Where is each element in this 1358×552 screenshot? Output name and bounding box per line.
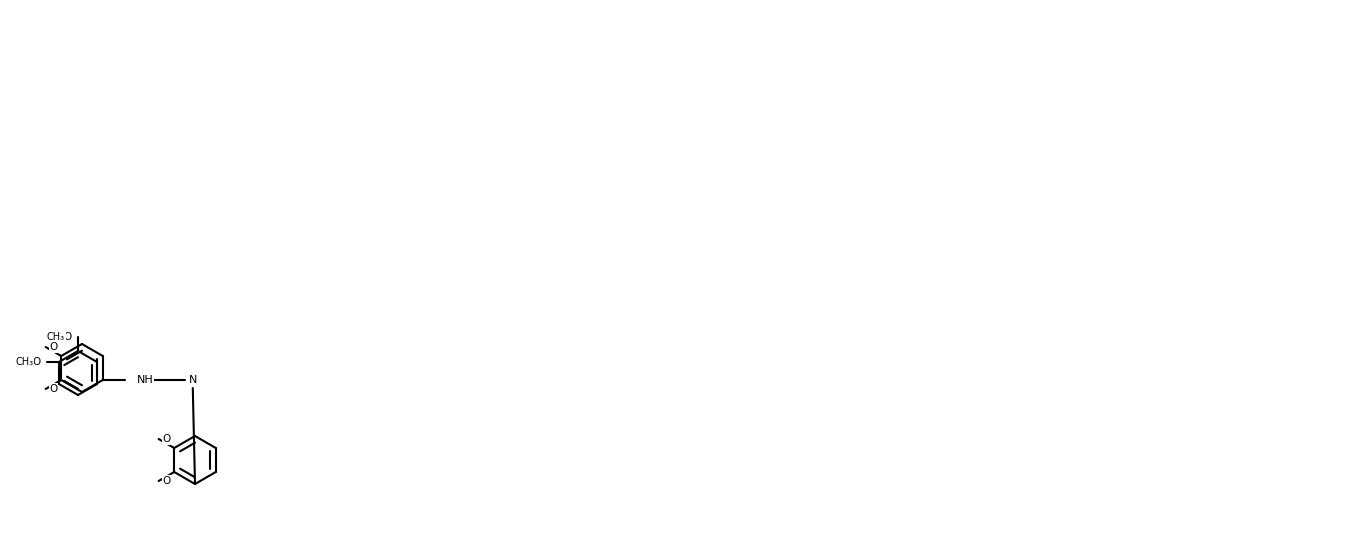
Text: O: O [33, 357, 41, 367]
Text: O: O [49, 384, 58, 394]
Text: O: O [163, 476, 171, 486]
Text: O: O [49, 342, 58, 352]
Text: O: O [64, 332, 72, 342]
Text: NH: NH [136, 375, 153, 385]
Text: CH₃: CH₃ [16, 357, 34, 367]
Text: N: N [189, 375, 197, 385]
Text: O: O [163, 434, 171, 444]
Text: CH₃: CH₃ [48, 332, 65, 342]
